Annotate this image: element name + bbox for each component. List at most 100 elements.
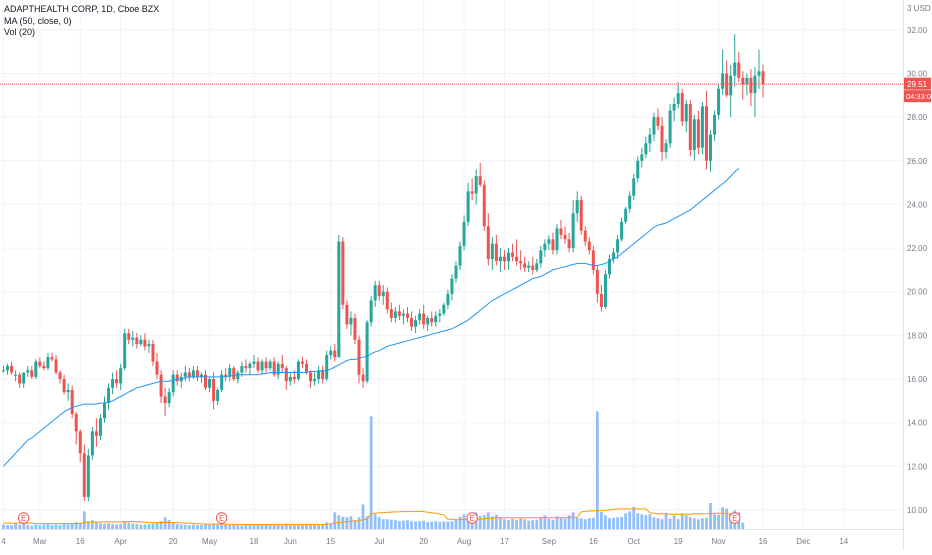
candle-body-up	[539, 250, 543, 264]
volume-bar	[139, 524, 143, 529]
x-tick-label: Aug	[457, 537, 471, 546]
y-tick-label: 30.00	[907, 69, 928, 78]
y-tick-label: 16.00	[907, 375, 928, 384]
candle-body-up	[620, 221, 624, 240]
candle-body-down	[175, 374, 179, 382]
candle-body-up	[527, 265, 531, 268]
volume-bar	[244, 525, 248, 529]
candlesticks	[2, 34, 765, 502]
earnings-marker-icon	[215, 512, 228, 524]
candle-body-up	[22, 372, 26, 384]
candle-body-down	[486, 226, 490, 259]
candle-body-up	[216, 389, 220, 401]
candle-body-up	[228, 368, 232, 377]
y-tick-label: 24.00	[907, 200, 928, 209]
x-tick-label: 16	[76, 537, 85, 546]
volume-bar	[527, 520, 531, 529]
candle-body-up	[458, 245, 462, 266]
volume-bar	[305, 525, 308, 529]
candle-body-up	[103, 403, 106, 419]
volume-bar	[696, 519, 700, 529]
volume-bar	[462, 514, 466, 529]
chart-title: ADAPTHEALTH CORP, 1D, Cboe BZX	[4, 4, 160, 14]
candle-body-up	[296, 361, 300, 380]
indicator-vol-label[interactable]: Vol (20)	[4, 27, 36, 37]
volume-bar	[523, 519, 527, 529]
candle-body-up	[547, 239, 551, 244]
candle-body-down	[94, 431, 98, 436]
candle-body-up	[90, 431, 94, 456]
candle-body-down	[353, 317, 357, 340]
volume-bar	[276, 525, 280, 529]
candle-body-up	[628, 195, 632, 209]
volume-bar	[58, 525, 62, 529]
volume-bar	[224, 524, 228, 529]
volume-bar	[660, 519, 664, 529]
volume-bar	[196, 525, 199, 529]
volume-bar	[191, 524, 195, 529]
candle-body-up	[713, 114, 717, 135]
volume-bar	[187, 525, 191, 529]
volume-bar	[575, 517, 579, 529]
candle-body-up	[498, 256, 502, 262]
candle-body-up	[98, 418, 102, 436]
candle-body-down	[761, 71, 765, 85]
volume-bar	[373, 514, 377, 529]
candle-body-down	[410, 317, 414, 327]
volume-bar	[478, 516, 482, 529]
candle-body-down	[385, 291, 389, 310]
volume-bar	[741, 522, 745, 529]
candle-body-up	[313, 379, 317, 382]
candle-body-up	[325, 355, 329, 380]
x-tick-label: 16	[759, 537, 768, 546]
volume-bar	[547, 518, 551, 529]
candle-body-down	[135, 337, 139, 345]
candle-body-up	[14, 374, 18, 376]
volume-bar	[402, 520, 405, 529]
candle-body-up	[373, 285, 377, 301]
candle-body-down	[272, 361, 276, 375]
x-axis[interactable]: 4 Mar 16 Apr 20 May 18 Jun 15 Jul 20 Aug 17 Sep 16 Oct 1…	[0, 529, 903, 550]
candle-body-up	[644, 143, 648, 155]
candle-body-down	[309, 372, 313, 382]
volume-bar	[515, 519, 518, 529]
candle-body-up	[692, 119, 696, 150]
x-tick-label: Nov	[711, 537, 725, 546]
candle-body-up	[676, 93, 680, 105]
y-axis[interactable]: 3 USD 10.00 12.00 14.00 16.00 18.00 20.00 22.00…	[903, 0, 932, 550]
candle-body-down	[680, 93, 684, 122]
candle-body-down	[494, 243, 498, 262]
volume-bar	[563, 518, 567, 529]
volume-bar	[321, 524, 325, 529]
volume-bar	[494, 514, 498, 529]
candle-body-down	[280, 363, 284, 369]
volume-bar	[454, 519, 458, 529]
volume-bar	[264, 524, 268, 529]
candle-body-up	[208, 379, 212, 388]
indicator-ma-label[interactable]: MA (50, close, 0)	[4, 15, 72, 26]
volume-bar	[2, 524, 5, 529]
volume-bar	[616, 517, 619, 529]
volume-bar	[353, 520, 357, 529]
candle-body-down	[38, 361, 42, 366]
volume-bar	[571, 512, 575, 529]
candle-body-up	[191, 370, 195, 377]
volume-bar	[131, 523, 135, 529]
candle-body-down	[212, 379, 216, 401]
candle-body-up	[337, 241, 341, 358]
candle-body-down	[333, 350, 337, 358]
volume-ma-path	[3, 508, 739, 526]
volume-bar	[288, 524, 292, 529]
x-tick-label: Oct	[628, 537, 641, 546]
candle-body-down	[660, 125, 664, 153]
volume-bar	[111, 524, 114, 529]
earnings-marker-label: E	[21, 514, 26, 523]
candle-body-down	[357, 339, 361, 375]
candle-body-down	[127, 333, 131, 340]
candle-body-up	[652, 117, 656, 135]
candle-body-up	[46, 357, 50, 369]
candle-body-up	[268, 361, 272, 369]
x-tick-label: 20	[419, 537, 428, 546]
